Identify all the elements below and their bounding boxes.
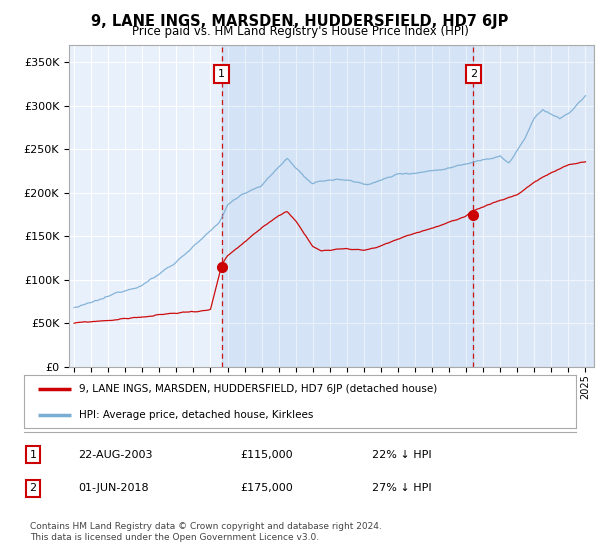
Text: Price paid vs. HM Land Registry's House Price Index (HPI): Price paid vs. HM Land Registry's House … xyxy=(131,25,469,38)
Text: 2: 2 xyxy=(29,483,37,493)
Text: 22-AUG-2003: 22-AUG-2003 xyxy=(78,450,152,460)
Text: 9, LANE INGS, MARSDEN, HUDDERSFIELD, HD7 6JP (detached house): 9, LANE INGS, MARSDEN, HUDDERSFIELD, HD7… xyxy=(79,384,437,394)
Text: HPI: Average price, detached house, Kirklees: HPI: Average price, detached house, Kirk… xyxy=(79,409,314,419)
Text: 9, LANE INGS, MARSDEN, HUDDERSFIELD, HD7 6JP: 9, LANE INGS, MARSDEN, HUDDERSFIELD, HD7… xyxy=(91,14,509,29)
Bar xyxy=(221,45,473,367)
Text: 1: 1 xyxy=(218,69,225,79)
Text: £175,000: £175,000 xyxy=(240,483,293,493)
Text: 27% ↓ HPI: 27% ↓ HPI xyxy=(372,483,431,493)
Text: Contains HM Land Registry data © Crown copyright and database right 2024.: Contains HM Land Registry data © Crown c… xyxy=(30,522,382,531)
Text: 01-JUN-2018: 01-JUN-2018 xyxy=(78,483,149,493)
Text: 1: 1 xyxy=(29,450,37,460)
Bar xyxy=(473,45,594,367)
Text: £115,000: £115,000 xyxy=(240,450,293,460)
Text: 2: 2 xyxy=(470,69,477,79)
Text: This data is licensed under the Open Government Licence v3.0.: This data is licensed under the Open Gov… xyxy=(30,533,319,542)
Text: 22% ↓ HPI: 22% ↓ HPI xyxy=(372,450,431,460)
